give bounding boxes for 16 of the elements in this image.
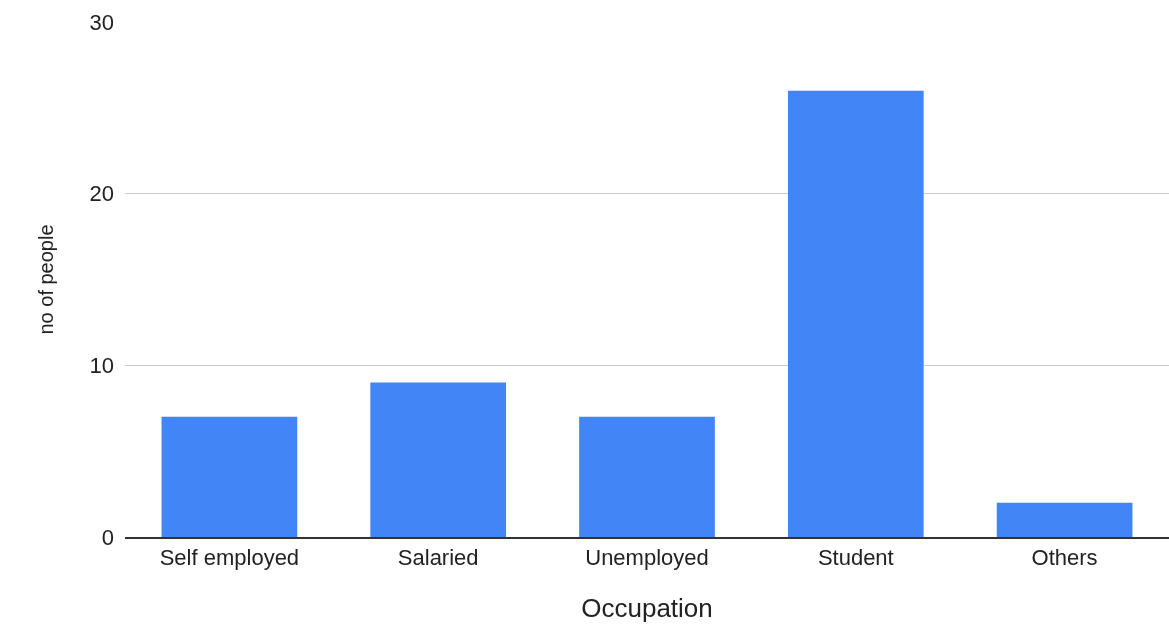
y-tick-label: 10 <box>89 353 114 379</box>
y-axis-title: no of people <box>35 224 58 335</box>
x-axis-title: Occupation <box>581 593 713 624</box>
bar <box>161 416 298 537</box>
x-tick-label: Self employed <box>159 545 300 571</box>
y-tick-label: 30 <box>89 9 114 35</box>
bar <box>579 416 715 537</box>
y-tick-label: 0 <box>101 524 114 550</box>
bar <box>787 90 924 537</box>
bar <box>370 382 507 537</box>
x-tick-label: Student <box>817 545 894 571</box>
bar <box>996 502 1133 537</box>
y-tick-label: 20 <box>89 181 114 207</box>
x-tick-label: Salaried <box>397 545 479 571</box>
x-tick-label: Unemployed <box>585 545 709 571</box>
x-tick-label: Others <box>1031 545 1098 571</box>
